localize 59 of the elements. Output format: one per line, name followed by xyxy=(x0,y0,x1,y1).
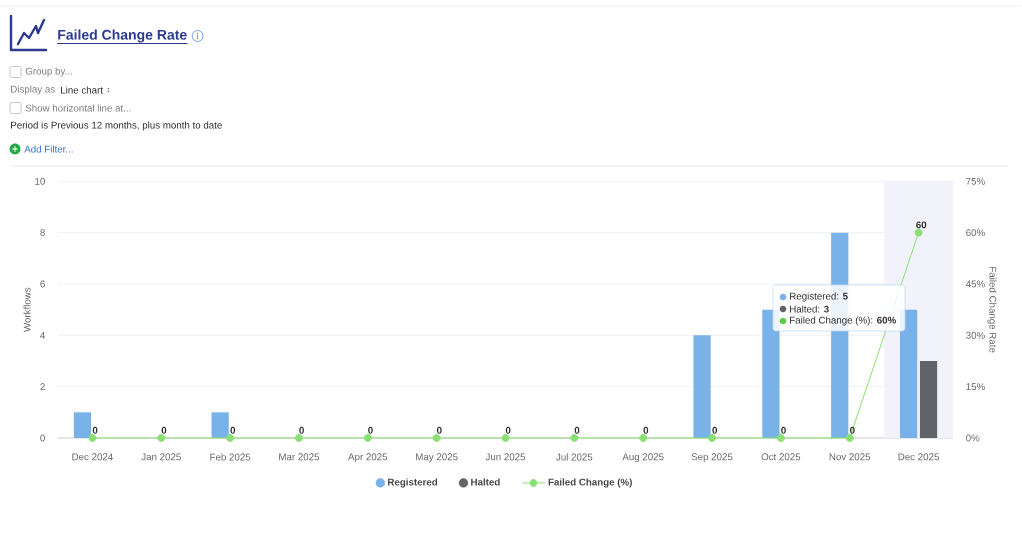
data-label: 60 xyxy=(916,221,927,229)
x-tick-label: Mar 2025 xyxy=(279,453,320,461)
bar xyxy=(693,335,711,438)
y2-tick-label: 30% xyxy=(966,331,985,339)
x-tick-label: Dec 2025 xyxy=(898,453,939,461)
data-label: 0 xyxy=(92,426,98,434)
data-label: 0 xyxy=(850,426,855,434)
text: Group by... xyxy=(25,67,72,77)
data-label: 0 xyxy=(368,426,373,434)
annotation: Registered: 5 xyxy=(790,292,848,302)
y2-tick-label: 15% xyxy=(966,383,985,391)
y-tick-label: 0 xyxy=(40,434,45,442)
y-tick-label: 4 xyxy=(40,331,46,339)
y2-tick-label: 75% xyxy=(966,177,985,185)
x-tick-label: Apr 2025 xyxy=(348,453,388,463)
bar xyxy=(211,412,229,438)
y-tick-label: 10 xyxy=(35,177,45,185)
y-tick-label: 2 xyxy=(40,383,45,391)
x-tick-label: Aug 2025 xyxy=(622,453,664,463)
x-tick-label: Jan 2025 xyxy=(141,453,181,461)
bar xyxy=(73,412,92,438)
text: Add Filter... xyxy=(24,145,73,153)
x-tick-label: Nov 2025 xyxy=(829,453,871,461)
x-tick-label: May 2025 xyxy=(416,453,458,463)
bar xyxy=(919,360,938,438)
x-tick-label: Dec 2024 xyxy=(72,453,113,461)
data-label: 0 xyxy=(299,426,304,434)
data-label: 0 xyxy=(161,426,167,434)
annotation: Halted: 3 xyxy=(790,305,829,313)
y-tick-label: 6 xyxy=(40,280,45,288)
y2-tick-label: 0% xyxy=(966,434,980,442)
data-label: 0 xyxy=(574,426,580,434)
text: Line chart xyxy=(61,86,103,94)
chart-title: Failed Change Rate xyxy=(58,29,187,43)
bar xyxy=(899,309,918,438)
legend-label: Halted xyxy=(471,478,500,486)
x-tick-label: Jun 2025 xyxy=(485,453,526,461)
y2-tick-label: 45% xyxy=(965,280,985,288)
data-label: 0 xyxy=(505,426,511,434)
y-axis-title: Workflows xyxy=(23,287,31,332)
annotation: Failed Change (%): 60% xyxy=(790,316,896,326)
data-label: 0 xyxy=(712,426,718,434)
bar xyxy=(762,309,780,438)
data-label: 0 xyxy=(437,426,442,434)
x-tick-label: Sep 2025 xyxy=(691,453,733,463)
text: Period is Previous 12 months, plus month to date xyxy=(11,121,222,131)
y-tick-label: 8 xyxy=(40,229,45,237)
data-label: 0 xyxy=(230,426,236,434)
data-label: 0 xyxy=(643,426,649,434)
legend-label: Registered xyxy=(388,478,438,488)
text: Display as xyxy=(11,85,55,95)
data-label: 0 xyxy=(781,426,786,434)
legend-label: Failed Change (%) xyxy=(548,478,632,488)
y2-tick-label: 60% xyxy=(966,229,985,237)
x-tick-label: Oct 2025 xyxy=(761,453,801,461)
text: Show horizontal line at... xyxy=(25,104,131,112)
x-tick-label: Feb 2025 xyxy=(210,453,251,461)
y2-axis-title: Failed Change Rate xyxy=(987,267,997,353)
x-tick-label: Jul 2025 xyxy=(556,453,593,461)
